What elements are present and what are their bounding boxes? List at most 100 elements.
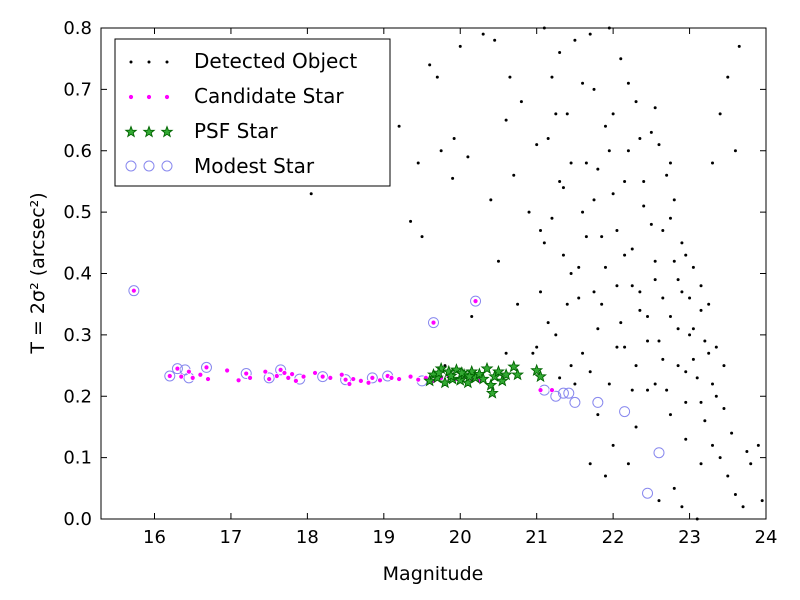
candidate-star-point (285, 374, 292, 381)
candidate-star-point (189, 374, 196, 381)
legend-marker-psf (124, 125, 138, 138)
legend-box (114, 38, 391, 187)
candidate-star-point (407, 373, 414, 380)
detected-object-point (619, 57, 623, 61)
detected-object-point (516, 302, 520, 306)
modest-star-point (428, 317, 439, 329)
detected-object-point (707, 302, 711, 306)
detected-object-point (504, 118, 508, 122)
detected-object-point (611, 112, 615, 116)
detected-object-point (623, 253, 627, 257)
detected-object-point (569, 364, 573, 368)
modest-star-point (653, 447, 665, 459)
detected-object-point (573, 38, 577, 42)
modest-star-point (240, 368, 252, 380)
detected-object-point (607, 382, 611, 386)
legend-marker-candidate (164, 94, 170, 100)
detected-object-point (581, 351, 585, 355)
detected-object-point (710, 382, 714, 386)
detected-object-point (726, 474, 730, 478)
detected-object-point (630, 388, 634, 392)
candidate-star-point (293, 378, 299, 384)
axis-ticks: 16 17 18 19 20 21 22 23 24 0.0 0.1 0.2 0.3 0.4 0.5 0.6 0… (63, 18, 777, 548)
detected-object-point (539, 229, 543, 233)
detected-object-point (504, 351, 508, 355)
detected-object-point (470, 314, 474, 318)
detected-object-point (619, 321, 623, 325)
detected-object-point (596, 327, 600, 331)
candidate-star-point (377, 377, 383, 384)
detected-object-point (710, 161, 714, 165)
legend-label-psf: PSF Star (194, 119, 278, 143)
detected-object-point (688, 333, 692, 337)
detected-object-point (745, 449, 749, 453)
y-tick-label: 0.5 (63, 202, 92, 223)
detected-object-point (718, 112, 722, 116)
detected-object-point (626, 462, 630, 466)
detected-object-point (588, 32, 592, 36)
detected-object-point (561, 186, 565, 190)
y-axis-label: T = 2σ² (arcsec²) (27, 192, 49, 354)
y-tick-label: 0.8 (63, 18, 92, 39)
detected-object-point (527, 210, 531, 214)
detected-object-point (699, 308, 703, 312)
detected-object-point (680, 505, 684, 509)
candidate-star-point (281, 370, 288, 376)
candidate-star-point (277, 366, 284, 373)
modest-star-point (563, 387, 575, 399)
x-tick-label: 18 (296, 527, 319, 548)
detected-object-point (496, 259, 500, 263)
psf-star-point (449, 363, 463, 376)
x-tick-label: 22 (602, 527, 625, 548)
detected-object-point (630, 284, 634, 288)
detected-object-point (588, 370, 592, 374)
x-tick-label: 16 (143, 527, 166, 548)
candidate-star-point (388, 374, 395, 381)
detected-object-point (607, 149, 611, 153)
candidate-star-point (247, 374, 253, 381)
detected-object-point (600, 235, 604, 239)
candidate-star-point (319, 373, 326, 380)
candidate-star-point (369, 374, 376, 381)
candidate-star-point (197, 371, 204, 378)
psf-star-point (438, 375, 452, 389)
detected-object-point (638, 290, 642, 294)
detected-object-point (603, 265, 607, 269)
detected-object-point (443, 364, 447, 368)
detected-object-point (558, 376, 562, 380)
modest-star-point (642, 487, 654, 499)
detected-object-point (749, 462, 753, 466)
legend-marker-candidate (146, 94, 152, 100)
candidate-star-point (312, 370, 318, 376)
detected-object-point (558, 179, 562, 183)
legend-marker-detected (165, 60, 169, 64)
detected-object-point (657, 143, 661, 147)
candidate-star-point (300, 373, 307, 380)
legend-label-candidate: Candidate Star (194, 84, 344, 108)
modest-star-point (592, 396, 604, 408)
psf-star-point (511, 367, 525, 381)
detected-object-point (661, 229, 665, 233)
detected-object-point (668, 413, 672, 417)
candidate-star-point (186, 368, 192, 375)
candidate-star-point (243, 370, 250, 377)
detected-object-point (661, 296, 665, 300)
detected-object-point (726, 75, 730, 79)
detected-object-point (309, 192, 313, 196)
detected-object-point (569, 272, 573, 275)
candidate-star-point (327, 374, 334, 381)
modest-star-point (366, 372, 378, 384)
detected-object-point (623, 345, 627, 349)
detected-object-point (451, 176, 455, 180)
detected-object-point (542, 241, 546, 245)
psf-star-point (492, 364, 505, 378)
psf-star-point (495, 374, 509, 387)
detected-object-point (676, 364, 680, 368)
modest-star-point (317, 371, 329, 383)
detected-object-point (691, 357, 695, 361)
candidate-star-point (549, 387, 555, 394)
psf-star-point (485, 386, 499, 399)
psf-star-point (462, 369, 476, 383)
psf-star-point (455, 366, 469, 379)
detected-object-point (554, 333, 558, 337)
